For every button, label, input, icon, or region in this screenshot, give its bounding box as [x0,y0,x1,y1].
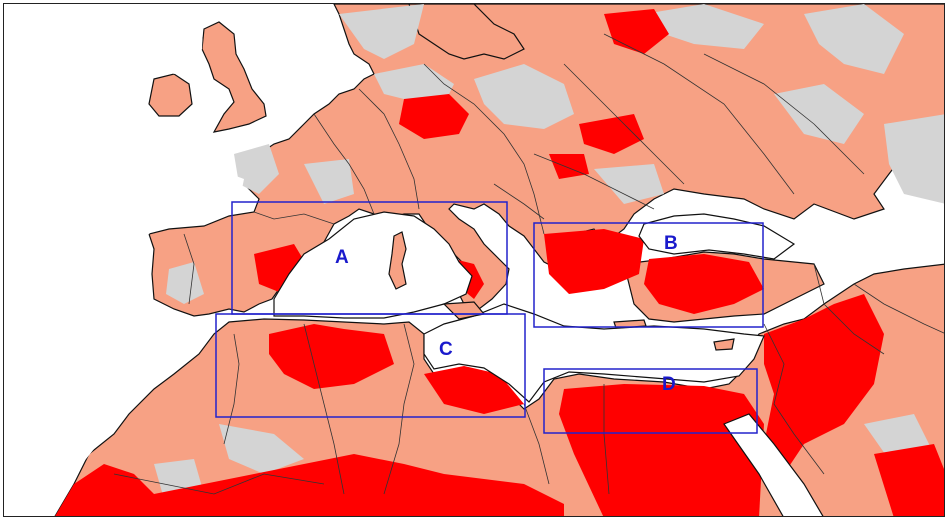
strong-signal-patches [55,9,944,516]
region-labels: A B C D [335,233,678,395]
scandinavia [408,4,525,60]
atlantic-ocean [4,4,244,516]
red-sea [723,413,824,516]
map-canvas: A B C D [4,4,944,516]
region-box-b [533,222,764,328]
region-box-d [543,368,758,434]
map-frame: A B C D [3,3,945,517]
country-borders [113,33,944,495]
region-label-b: B [664,233,678,254]
great-britain [201,21,267,133]
region-boxes [215,201,764,434]
region-label-d: D [662,374,676,395]
sea-layer [273,211,824,516]
black-sea [638,213,796,260]
ireland [148,73,193,117]
western-mediterranean [273,211,473,319]
no-signal-patches [154,4,944,499]
region-label-c: C [439,339,453,360]
region-box-c [215,313,526,418]
region-label-a: A [335,247,349,268]
